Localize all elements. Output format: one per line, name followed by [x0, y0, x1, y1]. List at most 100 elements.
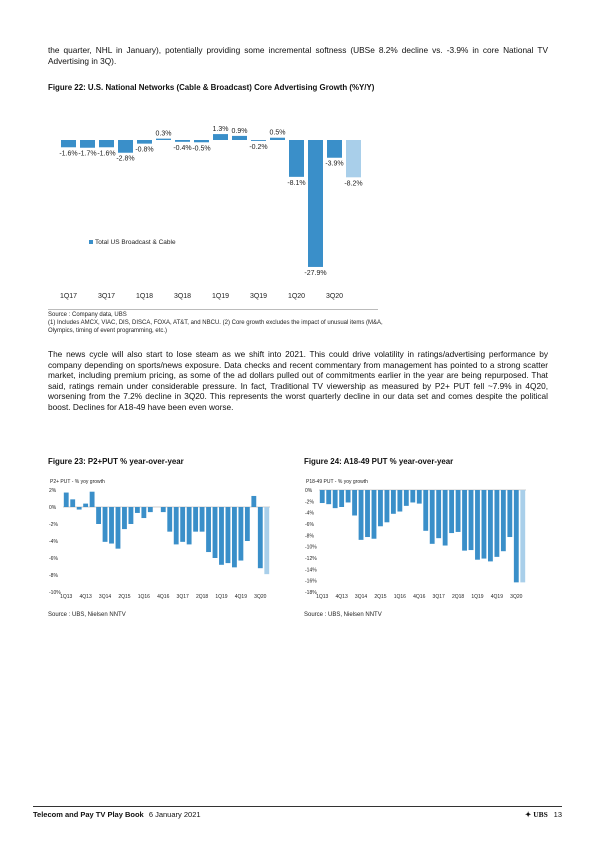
bar [83, 503, 89, 507]
figure-23-chart: P2+ PUT - % yoy growth 2% 0% -2% -4% -6% -8% -1… [49, 479, 270, 600]
chart-title: P2+ PUT - % yoy growth [50, 479, 105, 485]
figure-24-title: Figure 24: A18-49 PUT % year-over-year [304, 457, 454, 466]
bar [365, 490, 370, 538]
ubs-logo: ✦ UBS [525, 810, 550, 819]
bar [384, 490, 390, 523]
x-tick-label: 2Q18 [196, 594, 208, 600]
bar [251, 495, 257, 507]
y-tick-label: -2% [305, 499, 314, 505]
bar [219, 507, 224, 565]
figure-22-note: (1) Includes AMCX, VIAC, DIS, DISCA, FOX… [48, 320, 383, 334]
bar [173, 507, 179, 545]
y-tick-label: -8% [49, 573, 58, 579]
legend-swatch [89, 240, 93, 244]
x-tick-label: 3Q19 [250, 293, 267, 300]
data-label: -1.6% [59, 150, 77, 157]
page-number: 13 [553, 810, 562, 819]
x-tick-label: 3Q17 [98, 293, 115, 300]
figure-22-chart: -1.6% -1.7% -1.6%-2.8%-0.8%0.3%-0.4% -0.5%1… [59, 126, 362, 300]
bar [102, 507, 108, 542]
bar [507, 490, 513, 538]
bar [212, 507, 218, 558]
bar [160, 507, 166, 513]
bar [442, 490, 448, 546]
y-tick-label: 0% [49, 505, 57, 511]
x-tick-label: 4Q19 [491, 594, 503, 600]
bar [397, 490, 403, 512]
footer-publication: Telecom and Pay TV Play Book [33, 810, 144, 819]
bar [80, 140, 95, 148]
y-tick-label: 0% [305, 488, 313, 494]
data-label: -3.9% [325, 161, 343, 168]
data-label: -27.9% [304, 270, 326, 277]
figure-23-source: Source : UBS, Nielsen NNTV [48, 612, 126, 618]
bar [167, 507, 173, 532]
bar [494, 490, 500, 557]
footer-brand: UBS [533, 810, 548, 819]
x-tick-label: 4Q13 [336, 594, 348, 600]
bar [137, 140, 152, 144]
data-label: -8.2% [344, 180, 362, 187]
ubs-keys-icon: ✦ [525, 810, 532, 819]
bar [213, 134, 228, 140]
bar [319, 490, 325, 504]
bar [147, 507, 153, 513]
data-label: 0.5% [270, 130, 286, 137]
x-tick-label: 1Q13 [316, 594, 328, 600]
y-tick-label: -4% [305, 511, 314, 517]
bar [225, 507, 231, 564]
bar [141, 507, 147, 519]
figure-24-source: Source : UBS, Nielsen NNTV [304, 612, 382, 618]
data-label: -0.4% [173, 145, 191, 152]
bar [475, 490, 480, 560]
x-tick-label: 3Q18 [174, 293, 191, 300]
figure-22-source: Source : Company data, UBS [48, 312, 127, 318]
bar [289, 140, 304, 177]
x-tick-label: 1Q19 [215, 594, 227, 600]
legend-label: Total US Broadcast & Cable [95, 239, 176, 246]
bar [513, 490, 519, 583]
data-label: -8.1% [287, 180, 305, 187]
y-tick-label: -10% [49, 590, 61, 596]
chart-title: P18-49 PUT - % yoy growth [306, 479, 368, 485]
footer-date: 6 January 2021 [148, 810, 201, 819]
bar [175, 140, 190, 142]
bar [416, 490, 422, 504]
bar [238, 507, 244, 561]
bar [251, 140, 266, 141]
bar [134, 507, 140, 513]
bar [96, 507, 102, 524]
intro-paragraph: the quarter, NHL in January), potentiall… [48, 45, 548, 66]
bar [118, 140, 133, 153]
figure-22-title: Figure 22: U.S. National Networks (Cable… [48, 83, 375, 92]
bar [264, 507, 270, 575]
bar [199, 507, 205, 532]
bar [115, 507, 121, 549]
x-tick-label: 1Q13 [60, 594, 72, 600]
bar [63, 492, 69, 507]
bar [76, 507, 82, 510]
bar [308, 140, 323, 267]
x-tick-label: 1Q16 [138, 594, 150, 600]
figure-22-divider [48, 309, 378, 310]
x-tick-label: 2Q18 [452, 594, 464, 600]
y-tick-label: -8% [305, 533, 314, 539]
bar [520, 490, 526, 583]
data-label: -0.8% [135, 147, 153, 154]
x-tick-label: 1Q18 [136, 293, 153, 300]
y-tick-label: -16% [305, 579, 317, 585]
bar [206, 507, 211, 553]
x-tick-label: 3Q17 [433, 594, 445, 600]
x-tick-label: 1Q19 [212, 293, 229, 300]
x-tick-label: 3Q20 [326, 293, 343, 300]
data-label: 0.9% [232, 128, 248, 135]
bar [462, 490, 467, 551]
x-tick-label: 2Q15 [374, 594, 386, 600]
y-tick-label: -2% [49, 522, 58, 528]
bar [345, 490, 351, 503]
bar [194, 140, 209, 143]
page-footer: Telecom and Pay TV Play Book 6 January 2… [33, 806, 562, 819]
y-tick-label: -18% [305, 590, 317, 596]
bar [193, 507, 199, 532]
bar [244, 507, 250, 541]
